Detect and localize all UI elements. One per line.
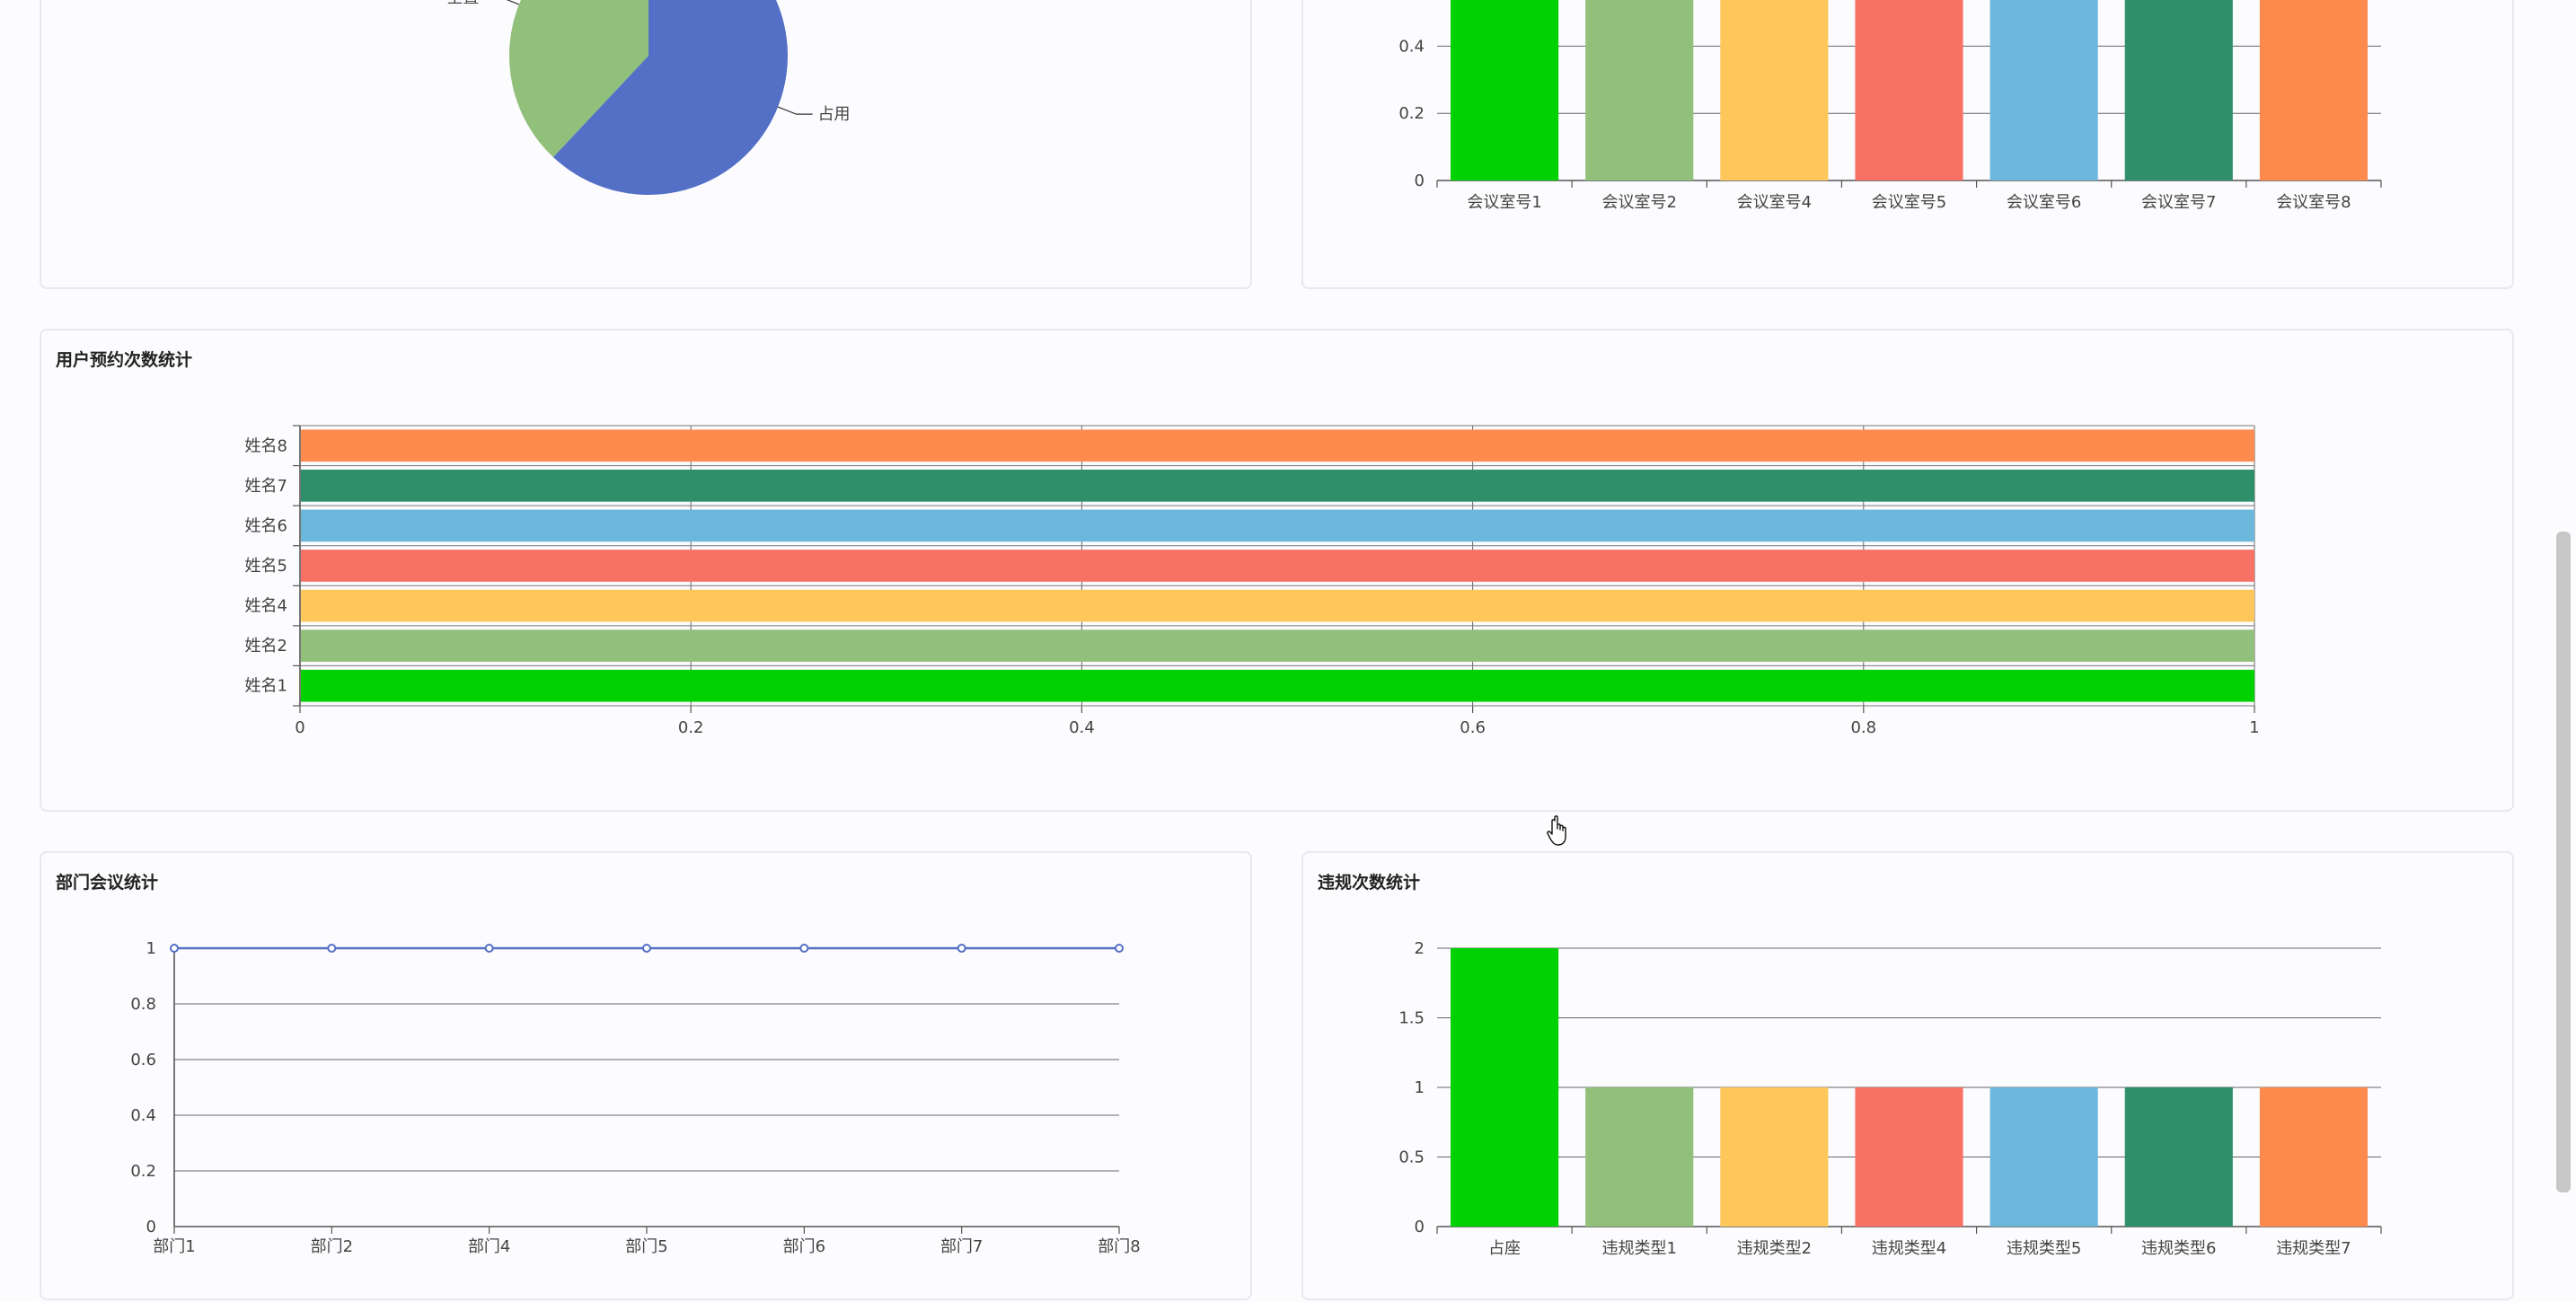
y-tick-label: 1 bbox=[1415, 1078, 1425, 1097]
y-tick-label: 0 bbox=[1415, 172, 1425, 190]
y-tick-label: 0 bbox=[146, 1218, 156, 1236]
bar bbox=[1585, 0, 1694, 180]
data-point bbox=[327, 944, 337, 953]
violations-bar-chart: 0 0.5 1 1.5 2 占座 违规类型1 违规类型2 违规类型4 违规类型5 违规类型6 违规类型… bbox=[1398, 939, 2382, 1258]
y-tick-label: 0.2 bbox=[130, 1162, 156, 1181]
y-tick-label: 0.8 bbox=[130, 995, 156, 1014]
x-tick-label: 会议室号4 bbox=[1737, 193, 1812, 212]
y-tick-label: 0.4 bbox=[1398, 37, 1425, 56]
panel-title: 部门会议统计 bbox=[56, 873, 159, 893]
bar bbox=[1720, 0, 1829, 180]
x-tick-label: 0.8 bbox=[1850, 718, 1876, 737]
y-tick-label: 0.5 bbox=[1398, 1148, 1425, 1167]
x-tick-label: 违规类型5 bbox=[2007, 1239, 2081, 1258]
data-point bbox=[1115, 944, 1124, 953]
y-tick-label: 0.6 bbox=[130, 1051, 156, 1069]
bar bbox=[2124, 1087, 2233, 1227]
x-tick-label: 部门7 bbox=[940, 1237, 983, 1256]
x-tick-label: 部门1 bbox=[153, 1237, 195, 1256]
x-tick-label: 会议室号6 bbox=[2007, 193, 2081, 212]
bar bbox=[301, 550, 2254, 582]
bar bbox=[301, 470, 2254, 502]
x-tick-label: 部门4 bbox=[468, 1237, 510, 1256]
page-scrollbar[interactable] bbox=[2556, 532, 2571, 1192]
bar bbox=[2259, 0, 2368, 180]
x-tick-label: 会议室号2 bbox=[1601, 193, 1676, 212]
y-tick-label: 0.4 bbox=[130, 1106, 156, 1125]
bar bbox=[1989, 1087, 2098, 1227]
bar bbox=[2259, 1087, 2368, 1227]
x-tick-label: 违规类型2 bbox=[1737, 1239, 1812, 1258]
x-tick-label: 部门6 bbox=[783, 1237, 825, 1256]
pie-label-line bbox=[506, 0, 520, 5]
y-tick-label: 2 bbox=[1415, 939, 1425, 958]
x-tick-label: 占座 bbox=[1488, 1239, 1521, 1258]
y-tick-label: 0.2 bbox=[1398, 104, 1425, 123]
bar bbox=[1451, 948, 1559, 1227]
x-tick-label: 0 bbox=[295, 718, 304, 737]
y-tick-label: 姓名7 bbox=[245, 477, 287, 496]
y-tick-label: 姓名4 bbox=[245, 597, 287, 616]
panel-title: 用户预约次数统计 bbox=[56, 350, 193, 370]
pie-slice bbox=[509, 0, 648, 157]
user-bookings-bar-chart: 0 0.2 0.4 0.6 0.8 1 姓名8 姓名7 姓名6 姓名5 姓名4 姓名2 姓名1 bbox=[245, 425, 2260, 737]
x-tick-label: 部门8 bbox=[1098, 1237, 1140, 1256]
pie-label: 占用 bbox=[818, 105, 851, 124]
x-tick-label: 违规类型7 bbox=[2276, 1239, 2351, 1258]
x-tick-label: 会议室号5 bbox=[1872, 193, 1946, 212]
y-tick-label: 1.5 bbox=[1398, 1009, 1425, 1028]
bar bbox=[1451, 0, 1559, 180]
pie-slice bbox=[552, 0, 788, 195]
violations-panel: 违规次数统计 0 0.5 1 1.5 2 占座 违规类型1 违规类型2 违规类型4 违规类型5 违规… bbox=[1301, 851, 2514, 1300]
user-bookings-panel: 用户预约次数统计 0 0.2 0.4 0.6 0.8 1 姓名8 姓名7 姓名6 姓名5 姓名4 姓名… bbox=[40, 329, 2514, 812]
bar bbox=[2124, 0, 2233, 180]
x-tick-label: 会议室号8 bbox=[2276, 193, 2351, 212]
data-point bbox=[957, 944, 966, 953]
room-usage-bar-chart: 0 0.2 0.4 会议室号1 会议室号2 会议室号4 会议室号5 会议室号6 会议室号7 会议室… bbox=[1398, 0, 2382, 212]
data-point bbox=[642, 944, 651, 953]
bar bbox=[1855, 1087, 1963, 1227]
bar bbox=[301, 429, 2254, 462]
bar bbox=[301, 589, 2254, 622]
occupancy-panel: 占用 空置 bbox=[40, 0, 1252, 289]
dept-meetings-panel: 部门会议统计 0 0.2 0.4 0.6 0.8 1 部门1 部门2 部门4 部门5 部门6 部门7 部… bbox=[40, 851, 1252, 1300]
bar bbox=[1720, 1087, 1829, 1227]
data-point bbox=[799, 944, 809, 953]
y-tick-label: 姓名2 bbox=[245, 637, 287, 655]
room-usage-panel: 0 0.2 0.4 会议室号1 会议室号2 会议室号4 会议室号5 会议室号6 会议室号7 会议室… bbox=[1301, 0, 2514, 289]
bar bbox=[301, 669, 2254, 702]
y-tick-label: 姓名8 bbox=[245, 436, 287, 455]
x-tick-label: 1 bbox=[2249, 718, 2259, 737]
bar bbox=[1989, 0, 2098, 180]
x-tick-label: 0.4 bbox=[1069, 718, 1095, 737]
x-tick-label: 违规类型6 bbox=[2141, 1239, 2216, 1258]
panel-title: 违规次数统计 bbox=[1318, 873, 1421, 893]
y-tick-label: 1 bbox=[146, 939, 156, 958]
bar bbox=[1855, 0, 1963, 180]
y-tick-label: 0 bbox=[1415, 1218, 1425, 1236]
y-tick-label: 姓名5 bbox=[245, 557, 287, 576]
x-tick-label: 会议室号7 bbox=[2141, 193, 2216, 212]
occupancy-pie-chart: 占用 空置 bbox=[446, 0, 851, 195]
data-point bbox=[170, 944, 179, 953]
x-tick-label: 部门5 bbox=[625, 1237, 667, 1256]
x-tick-label: 0.6 bbox=[1460, 718, 1486, 737]
dept-meetings-line-chart: 0 0.2 0.4 0.6 0.8 1 部门1 部门2 部门4 部门5 部门6 部门7 部门8 bbox=[130, 939, 1140, 1256]
data-point bbox=[484, 944, 494, 953]
x-tick-label: 违规类型4 bbox=[1872, 1239, 1946, 1258]
bar bbox=[301, 509, 2254, 542]
x-tick-label: 部门2 bbox=[311, 1237, 353, 1256]
y-tick-label: 姓名6 bbox=[245, 516, 287, 535]
x-tick-label: 违规类型1 bbox=[1601, 1239, 1676, 1258]
x-tick-label: 0.2 bbox=[678, 718, 704, 737]
bar bbox=[301, 629, 2254, 662]
pie-label: 空置 bbox=[446, 0, 479, 7]
y-tick-label: 姓名1 bbox=[245, 677, 287, 696]
x-tick-label: 会议室号1 bbox=[1467, 193, 1541, 212]
pie-label-line bbox=[777, 106, 813, 115]
hand-cursor-icon bbox=[1547, 815, 1572, 851]
bar bbox=[1585, 1087, 1694, 1227]
